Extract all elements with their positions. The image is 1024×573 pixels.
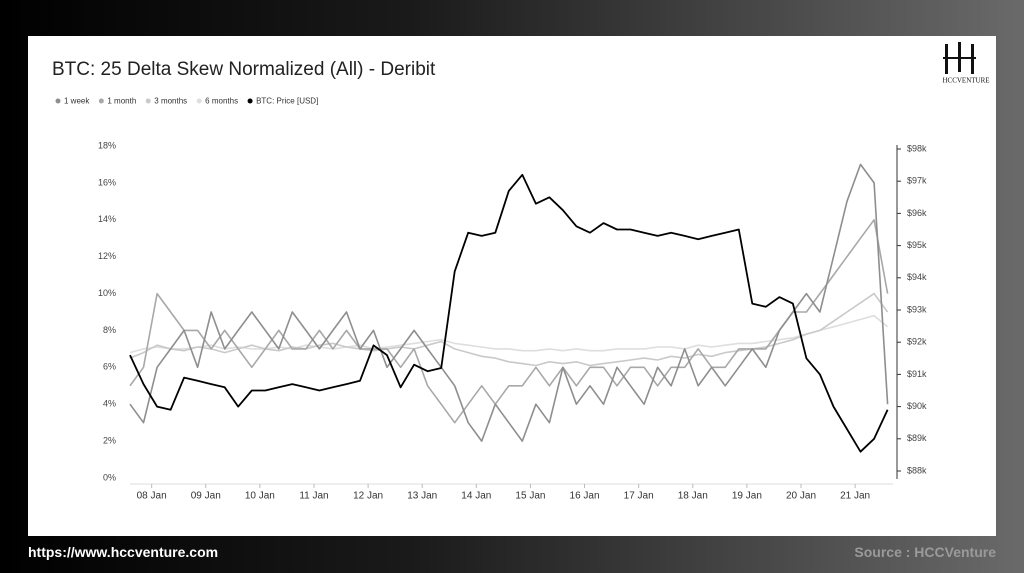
- legend-label: 3 months: [154, 97, 187, 106]
- legend-dot: [196, 98, 202, 104]
- x-tick-label: 14 Jan: [461, 491, 491, 502]
- y-tick-label: 18%: [98, 140, 116, 150]
- series-line: [129, 173, 889, 453]
- y-tick-label: 12%: [98, 251, 116, 261]
- y-tick-label: 14%: [98, 214, 116, 224]
- legend-dot: [145, 98, 151, 104]
- y-tick-label: 2%: [103, 435, 116, 445]
- y2-tick-label: $92k: [907, 337, 927, 347]
- x-tick-label: 19 Jan: [732, 491, 762, 502]
- x-tick-label: 08 Jan: [137, 491, 167, 502]
- y2-tick-label: $93k: [907, 304, 927, 314]
- y2-tick-label: $88k: [907, 465, 927, 475]
- series-line: [129, 292, 889, 367]
- legend-dot: [55, 98, 61, 104]
- legend-label: 1 month: [107, 97, 136, 106]
- series-line: [129, 314, 889, 354]
- y2-tick-label: $89k: [907, 433, 927, 443]
- legend-dot: [98, 98, 104, 104]
- series-line: [129, 219, 889, 424]
- chart-title: BTC: 25 Delta Skew Normalized (All) - De…: [52, 59, 436, 80]
- chart-panel: BTC: 25 Delta Skew Normalized (All) - De…: [28, 36, 996, 536]
- legend-label: 6 months: [205, 97, 238, 106]
- source: Source : HCCVenture: [854, 544, 996, 560]
- y2-tick-label: $94k: [907, 272, 927, 282]
- y2-tick-label: $95k: [907, 240, 927, 250]
- y-tick-label: 10%: [98, 288, 116, 298]
- logo: HCCVENTURE: [942, 42, 990, 85]
- logo-stroke: [943, 57, 976, 59]
- x-tick-label: 17 Jan: [624, 491, 654, 502]
- y2-tick-label: $96k: [907, 208, 927, 218]
- x-tick-label: 12 Jan: [353, 491, 383, 502]
- x-tick-label: 10 Jan: [245, 491, 275, 502]
- y2-tick-label: $98k: [907, 143, 927, 153]
- website: https://www.hccventure.com: [28, 544, 219, 560]
- series-line: [129, 163, 889, 442]
- x-tick-label: 18 Jan: [678, 491, 708, 502]
- y-tick-label: 6%: [103, 362, 116, 372]
- x-tick-label: 09 Jan: [191, 491, 221, 502]
- legend-dot: [247, 98, 253, 104]
- x-tick-label: 15 Jan: [515, 491, 545, 502]
- y2-tick-label: $91k: [907, 369, 927, 379]
- y-tick-label: 8%: [103, 325, 116, 335]
- chart: BTC: 25 Delta Skew Normalized (All) - De…: [52, 42, 990, 502]
- y2-tick-label: $90k: [907, 401, 927, 411]
- y2-tick-label: $97k: [907, 176, 927, 186]
- logo-text: HCCVENTURE: [942, 77, 989, 85]
- legend-label: 1 week: [64, 97, 90, 106]
- y-tick-label: 16%: [98, 177, 116, 187]
- x-tick-label: 21 Jan: [840, 491, 870, 502]
- x-tick-label: 13 Jan: [407, 491, 437, 502]
- legend-label: BTC: Price [USD]: [256, 97, 318, 106]
- y-tick-label: 0%: [103, 472, 116, 482]
- x-tick-label: 16 Jan: [570, 491, 600, 502]
- y-tick-label: 4%: [103, 399, 116, 409]
- x-tick-label: 11 Jan: [299, 491, 328, 502]
- x-tick-label: 20 Jan: [786, 491, 816, 502]
